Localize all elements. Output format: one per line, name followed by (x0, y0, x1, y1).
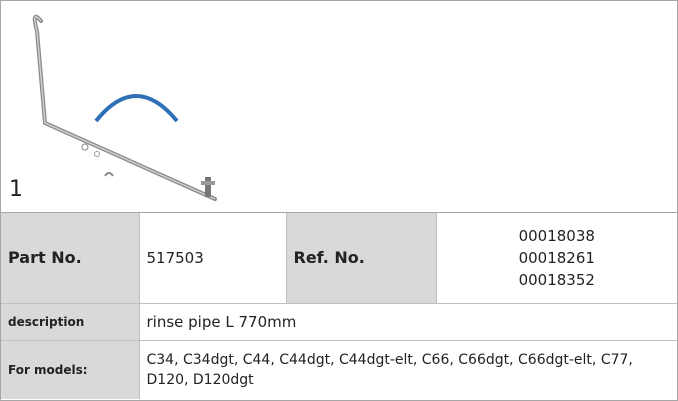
models-label: For models: (1, 339, 140, 399)
part-table: Part No. 517503 Ref. No. 00018038 0001826… (1, 213, 677, 399)
ref-no: 00018038 (518, 226, 595, 245)
figure-label: 1 (9, 177, 23, 202)
ref-no-label: Ref. No. (285, 213, 437, 304)
ref-no-list: 00018038 00018261 00018352 (435, 213, 677, 304)
description-label: description (1, 302, 140, 341)
part-no-label: Part No. (1, 213, 140, 304)
models: C34, C34dgt, C44, C44dgt, C44dgt-elt, C6… (138, 339, 677, 399)
ref-no: 00018352 (518, 270, 595, 289)
part-no: 517503 (138, 213, 287, 304)
figure: 1 (1, 1, 677, 213)
ref-no: 00018261 (518, 248, 595, 267)
description: rinse pipe L 770mm (138, 302, 677, 341)
part-illustration (32, 14, 217, 201)
